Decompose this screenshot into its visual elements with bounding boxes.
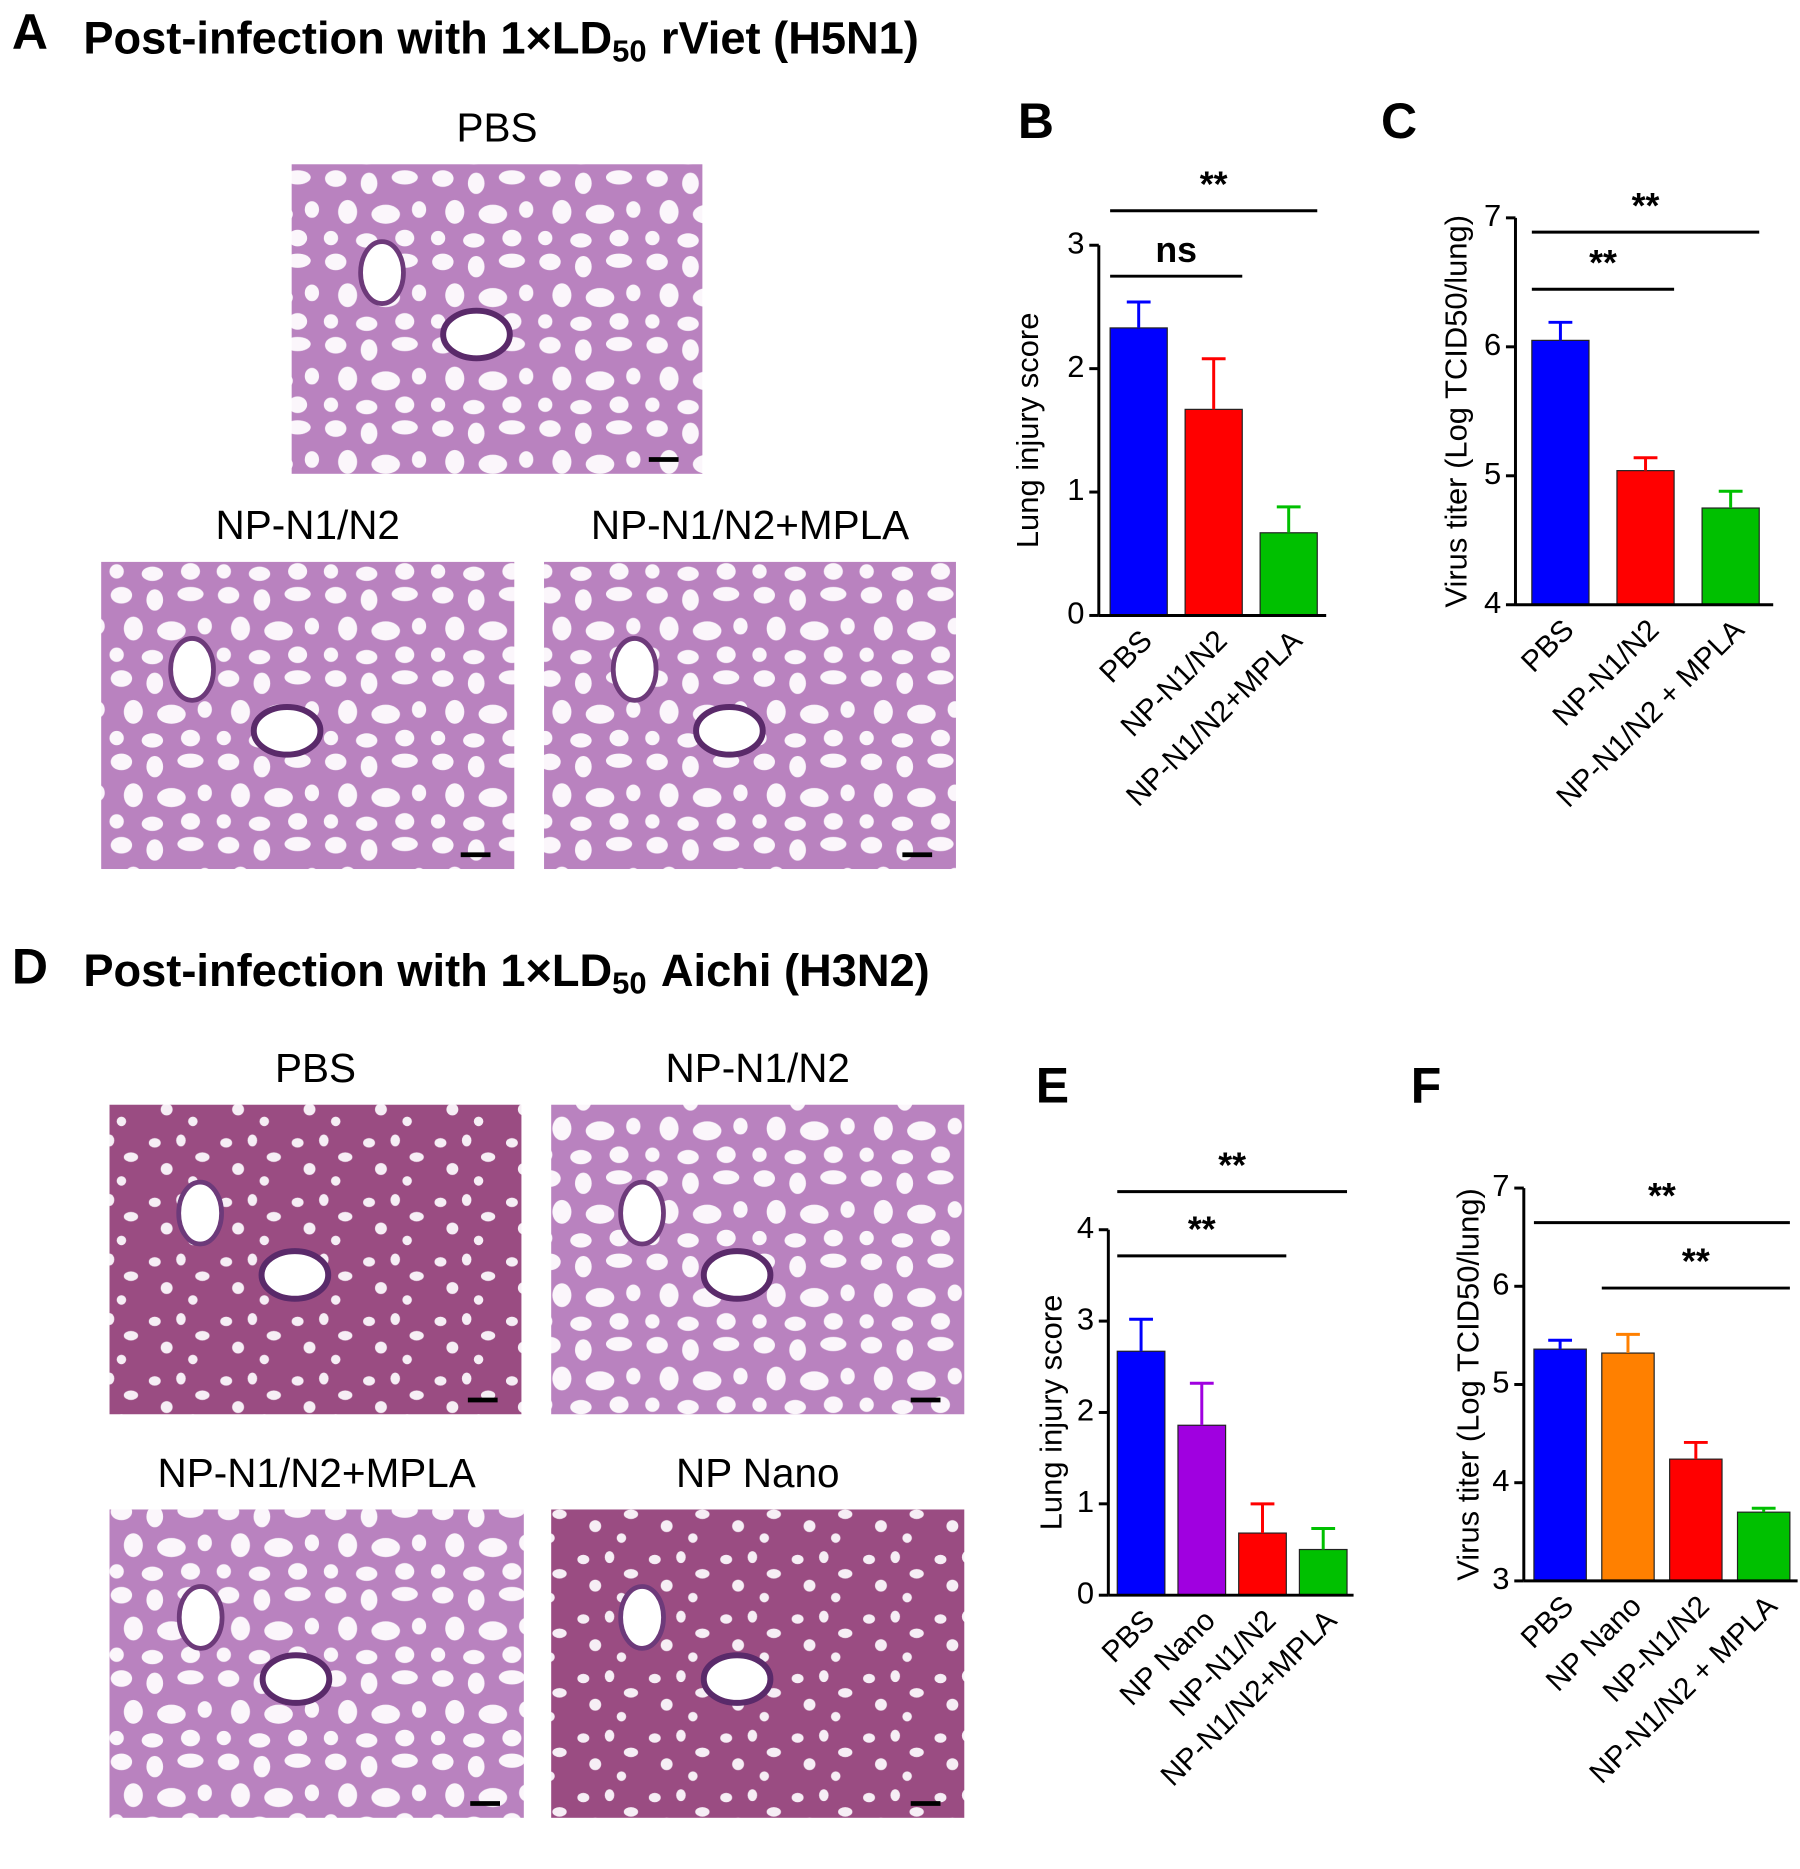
error-bar	[1718, 489, 1743, 509]
significance-label: ns	[1155, 230, 1197, 270]
title-suffix: rViet (H5N1)	[661, 13, 919, 64]
error-bar	[1751, 1506, 1776, 1513]
y-tick-label: 6	[1492, 1266, 1509, 1301]
y-tick-label: 1	[1067, 472, 1084, 507]
airway	[440, 307, 513, 362]
airway	[700, 1248, 774, 1302]
bar	[1531, 339, 1590, 606]
y-tick-label: 3	[1077, 1301, 1094, 1336]
error-bar	[1201, 357, 1226, 410]
y-tick-label: 4	[1492, 1463, 1509, 1498]
panel-title: Post-infection with 1×LD50 rViet (H5N1)	[83, 13, 919, 69]
y-axis-label: Lung injury score	[1034, 1295, 1069, 1531]
error-bar	[1633, 456, 1658, 471]
bar	[1238, 1532, 1287, 1596]
y-tick-label: 1	[1077, 1484, 1094, 1519]
y-axis-label: Virus titer (Log TCID50/lung)	[1439, 215, 1474, 608]
y-tick-label: 7	[1484, 198, 1501, 233]
x-tick-label: PBS	[1093, 624, 1158, 689]
panel-title: Post-infection with 1×LD50 Aichi (H3N2)	[83, 945, 929, 1001]
significance-label: **	[1682, 1242, 1710, 1282]
image-label: PBS	[275, 1045, 356, 1091]
y-axis-label: Virus titer (Log TCID50/lung)	[1450, 1188, 1485, 1581]
significance-label: **	[1648, 1176, 1676, 1216]
error-bar	[1311, 1527, 1336, 1550]
bar	[1533, 1348, 1587, 1582]
vessel	[618, 1584, 666, 1651]
image-label: PBS	[457, 105, 538, 151]
vessel	[358, 239, 406, 306]
panel-letter: A	[12, 4, 48, 60]
panel-letter: B	[1018, 93, 1054, 149]
y-tick-label: 6	[1484, 327, 1501, 362]
vessel	[618, 1179, 666, 1247]
bar	[1259, 532, 1318, 617]
error-bar	[1548, 320, 1573, 341]
significance-label: **	[1188, 1210, 1216, 1250]
error-bar	[1126, 300, 1151, 328]
airway	[693, 704, 766, 758]
airway	[258, 1248, 332, 1302]
y-tick-label: 3	[1492, 1561, 1509, 1596]
y-tick-label: 5	[1492, 1365, 1509, 1400]
y-tick-label: 2	[1067, 349, 1084, 384]
significance-label: **	[1200, 164, 1228, 204]
panel-letter: F	[1411, 1057, 1442, 1113]
airway	[259, 1652, 333, 1706]
error-bar	[1616, 1332, 1640, 1354]
vessel	[168, 636, 216, 703]
y-tick-label: 4	[1484, 585, 1501, 620]
y-axis-label: Lung injury score	[1010, 313, 1045, 549]
bar	[1601, 1352, 1655, 1582]
image-label: NP-N1/N2+MPLA	[158, 1450, 476, 1496]
vessel	[176, 1179, 224, 1247]
bar	[1177, 1424, 1227, 1596]
y-tick-label: 4	[1077, 1210, 1094, 1245]
bar	[1184, 408, 1243, 617]
image-label: NP-N1/N2	[666, 1045, 850, 1091]
error-bar	[1250, 1502, 1275, 1534]
title-suffix: Aichi (H3N2)	[661, 945, 930, 996]
airway	[700, 1652, 774, 1706]
bar	[1116, 1350, 1166, 1596]
image-label: NP-N1/N2+MPLA	[591, 502, 909, 548]
panel-letter: C	[1381, 93, 1417, 149]
bar	[1616, 470, 1675, 606]
significance-label: **	[1632, 186, 1660, 226]
image-label: NP Nano	[676, 1450, 839, 1496]
vessel	[176, 1584, 225, 1651]
bar	[1701, 507, 1760, 606]
airway	[250, 704, 324, 758]
y-tick-label: 2	[1077, 1393, 1094, 1428]
title-subscript: 50	[612, 966, 646, 1001]
title-subscript: 50	[612, 34, 646, 69]
y-tick-label: 3	[1067, 225, 1084, 260]
panel-letter: E	[1036, 1057, 1069, 1113]
y-tick-label: 7	[1492, 1168, 1509, 1203]
bar	[1298, 1548, 1348, 1596]
x-tick-label: PBS	[1515, 613, 1580, 678]
title-text: Post-infection with 1×LD	[83, 13, 612, 64]
bar	[1109, 327, 1168, 617]
error-bar	[1189, 1381, 1214, 1426]
vessel	[610, 636, 659, 703]
panel-letter: D	[12, 938, 48, 994]
bar	[1669, 1458, 1723, 1582]
error-bar	[1548, 1338, 1573, 1350]
title-text: Post-infection with 1×LD	[83, 945, 612, 996]
y-tick-label: 0	[1067, 596, 1084, 631]
bar	[1736, 1511, 1791, 1582]
error-bar	[1683, 1440, 1708, 1460]
y-tick-label: 0	[1077, 1575, 1094, 1610]
error-bar	[1129, 1317, 1153, 1352]
significance-label: **	[1589, 243, 1617, 283]
error-bar	[1276, 505, 1301, 533]
significance-label: **	[1218, 1145, 1246, 1185]
image-label: NP-N1/N2	[216, 502, 400, 548]
y-tick-label: 5	[1484, 456, 1501, 491]
